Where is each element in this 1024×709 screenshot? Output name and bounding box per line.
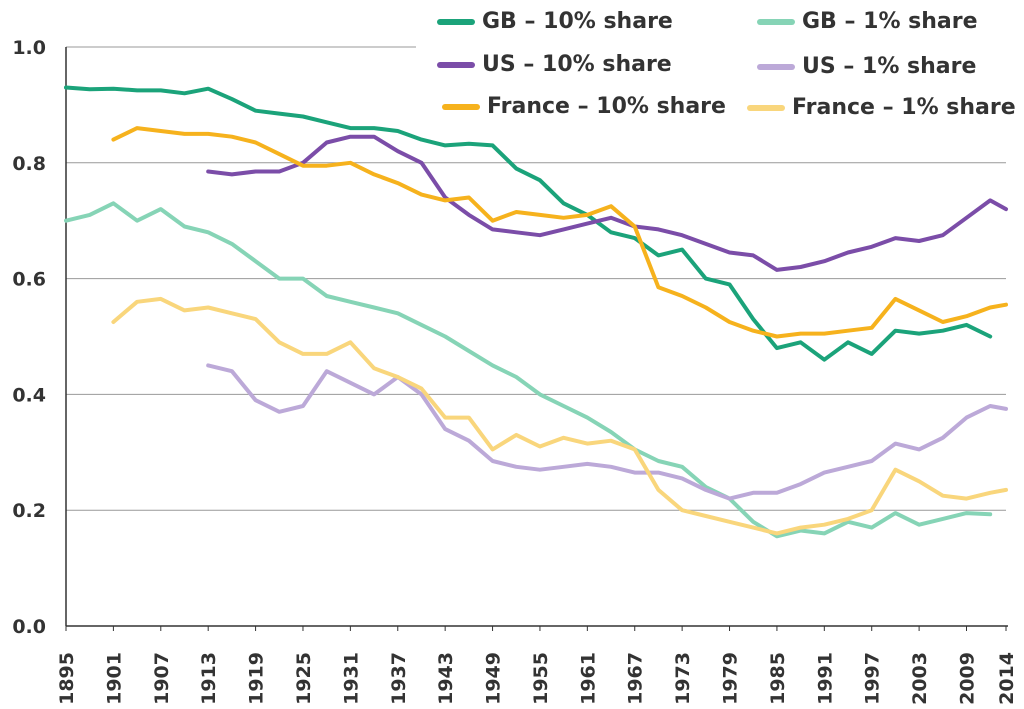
series-line: [111, 296, 1008, 536]
legend-label: US – 1% share: [802, 54, 976, 79]
y-tick-label: 1.0: [12, 37, 46, 59]
x-tick-label: 1985: [767, 652, 789, 705]
x-tick-label: 1925: [293, 652, 315, 705]
tick-labels: 0.0 0.2 0.4 0.6 0.8 1.0 1895 1901 1907 1913 1919 19…: [12, 37, 1018, 705]
legend-label: GB – 1% share: [802, 9, 978, 34]
x-tick-label: 1913: [198, 652, 220, 705]
x-tick-label: 2014: [996, 652, 1018, 705]
x-tick-label: 1997: [862, 652, 884, 705]
x-tick-label: 1955: [530, 652, 552, 705]
lines: [64, 85, 1008, 539]
x-tick-label: 1937: [388, 652, 410, 705]
x-tick-label: 1931: [340, 652, 362, 705]
y-tick-label: 0.4: [12, 384, 46, 406]
x-tick-label: 1979: [720, 652, 742, 705]
legend-label: France – 10% share: [487, 94, 726, 119]
x-tick-label: 1901: [103, 652, 125, 705]
x-tick-label: 2009: [957, 652, 979, 705]
x-tick-label: 1949: [483, 652, 505, 705]
y-tick-label: 0.8: [12, 153, 46, 175]
series-line: [64, 85, 993, 362]
series-line: [206, 363, 1008, 501]
x-tick-label: 1991: [814, 652, 836, 705]
x-tick-label: 1967: [625, 652, 647, 705]
series-line: [111, 126, 1008, 339]
x-tick-label: 1973: [672, 652, 694, 705]
x-tick-label: 1943: [435, 652, 457, 705]
x-tick-label: 1895: [56, 652, 78, 705]
legend-label: US – 10% share: [482, 52, 672, 77]
series-line: [64, 201, 993, 539]
x-tick-label: 1919: [246, 652, 268, 705]
x-tick-label: 1961: [577, 652, 599, 705]
y-tick-label: 0.0: [12, 616, 46, 638]
legend: GB – 10% share GB – 1% share US – 10% shar…: [437, 9, 1016, 120]
y-tick-label: 0.2: [12, 500, 46, 522]
x-tick-label: 1907: [151, 652, 173, 705]
x-tick-label: 2003: [909, 652, 931, 705]
legend-label: France – 1% share: [792, 95, 1016, 120]
y-tick-label: 0.6: [12, 269, 46, 291]
series-line: [206, 134, 1008, 272]
legend-background: [416, 0, 1024, 126]
legend-label: GB – 10% share: [482, 9, 673, 34]
